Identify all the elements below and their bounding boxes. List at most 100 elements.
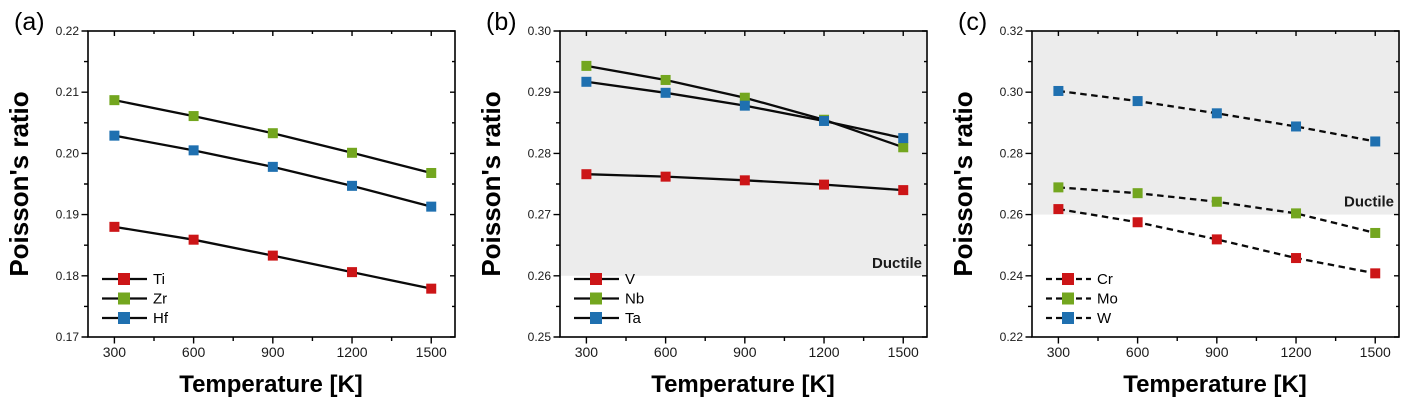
data-point-Zr-1200 — [347, 147, 358, 158]
y-axis-title: Poisson's ratio — [476, 91, 506, 276]
data-point-W-1200 — [1291, 121, 1302, 132]
series-line-Cr — [1058, 207, 1376, 275]
ductile-region — [561, 31, 926, 276]
series-markers-Ta — [581, 76, 909, 144]
data-point-W-300 — [1053, 85, 1064, 96]
x-tick-label: 1500 — [1360, 344, 1391, 360]
x-axis-title: Temperature [K] — [651, 371, 835, 398]
y-tick-label: 0.28 — [1000, 146, 1024, 160]
plot-area: 300 600 900 1200 1500 0.22 0.24 0.26 0.28 0.30 0.3… — [1000, 24, 1400, 360]
data-point-Ti-900 — [267, 250, 278, 261]
x-tick-label: 1500 — [416, 344, 447, 360]
data-point-W-900 — [1211, 108, 1222, 119]
ductile-label: Ductile — [1344, 194, 1394, 211]
x-tick-label: 300 — [1047, 344, 1071, 360]
data-point-V-300 — [581, 169, 592, 180]
data-point-Cr-1200 — [1291, 253, 1302, 264]
series-markers-Ti — [109, 221, 437, 294]
x-tick-label: 900 — [733, 344, 757, 360]
data-point-V-600 — [660, 171, 671, 182]
legend-marker-W — [1062, 312, 1074, 324]
y-tick-label: 0.30 — [1000, 85, 1024, 99]
y-tick-label: 0.20 — [56, 146, 80, 160]
legend-label-Mo: Mo — [1097, 291, 1118, 308]
plot-border — [87, 30, 456, 338]
legend-marker-Cr — [1062, 273, 1074, 285]
data-point-Hf-1200 — [347, 180, 358, 191]
x-tick-label: 300 — [575, 344, 599, 360]
x-tick-label: 1500 — [888, 344, 919, 360]
legend-label-Nb: Nb — [625, 291, 644, 308]
legend-label-Ti: Ti — [153, 271, 165, 288]
data-point-Hf-1500 — [426, 201, 437, 212]
data-point-Zr-300 — [109, 95, 120, 106]
legend-label-V: V — [625, 271, 635, 288]
y-tick-label: 0.26 — [528, 269, 552, 283]
data-point-Ti-1500 — [426, 283, 437, 294]
legend: V Nb Ta — [574, 271, 644, 327]
legend-label-Hf: Hf — [153, 310, 169, 327]
x-tick-label: 1200 — [1280, 344, 1311, 360]
legend-marker-Ta — [590, 312, 602, 324]
data-point-Mo-300 — [1053, 182, 1064, 193]
x-tick-label: 900 — [261, 344, 285, 360]
plot-area: 300 600 900 1200 1500 0.25 0.26 0.27 0.28 0.29 0.3… — [528, 24, 928, 360]
panel-label: (c) — [958, 8, 987, 36]
legend-label-Ta: Ta — [625, 310, 642, 327]
x-axis-title: Temperature [K] — [1123, 371, 1307, 398]
data-point-Ti-300 — [109, 221, 120, 232]
series-markers-Zr — [109, 95, 437, 178]
data-point-Hf-600 — [188, 145, 199, 156]
data-point-Zr-1500 — [426, 167, 437, 178]
x-tick-label: 600 — [182, 344, 206, 360]
data-point-Cr-900 — [1211, 234, 1222, 245]
data-point-Mo-1200 — [1291, 208, 1302, 219]
data-point-V-1200 — [819, 179, 830, 190]
y-tick-label: 0.19 — [56, 208, 80, 222]
y-tick-label: 0.32 — [1000, 24, 1024, 38]
legend-label-Zr: Zr — [153, 291, 167, 308]
data-point-Ti-1200 — [347, 267, 358, 278]
x-tick-label: 900 — [1205, 344, 1229, 360]
legend: Cr Mo W — [1046, 271, 1118, 327]
data-point-Ta-900 — [739, 100, 750, 111]
legend-marker-Zr — [118, 292, 130, 305]
series-markers-V — [581, 169, 909, 196]
ductile-region — [1033, 31, 1398, 215]
data-point-Mo-1500 — [1370, 227, 1381, 238]
y-tick-label: 0.17 — [56, 330, 80, 344]
legend-label-W: W — [1097, 310, 1112, 327]
data-point-Cr-1500 — [1370, 268, 1381, 279]
data-point-Ta-1200 — [819, 115, 830, 126]
ductile-label: Ductile — [872, 255, 922, 272]
data-point-Hf-300 — [109, 130, 120, 141]
data-point-Ti-600 — [188, 234, 199, 245]
legend-marker-Nb — [590, 292, 602, 305]
data-point-V-1500 — [898, 185, 909, 196]
data-point-Mo-600 — [1132, 188, 1143, 199]
y-axis-title: Poisson's ratio — [4, 91, 34, 276]
panel-c: (c) Poisson's ratio Temperature [K] 300 6… — [944, 0, 1416, 405]
y-axis-title: Poisson's ratio — [948, 91, 978, 276]
data-point-Nb-600 — [660, 74, 671, 85]
x-tick-label: 600 — [1126, 344, 1150, 360]
data-point-Zr-600 — [188, 111, 199, 122]
legend-marker-Ti — [118, 273, 130, 285]
legend-marker-Mo — [1062, 292, 1074, 305]
data-point-Nb-1500 — [898, 142, 909, 153]
panel-b: (b) Poisson's ratio Temperature [K] 300 6… — [472, 0, 944, 405]
y-tick-label: 0.26 — [1000, 208, 1024, 222]
data-point-Mo-900 — [1211, 196, 1222, 207]
y-tick-label: 0.29 — [528, 85, 552, 99]
data-point-Ta-600 — [660, 87, 671, 98]
axis-ticks — [81, 30, 455, 344]
x-tick-label: 1200 — [808, 344, 839, 360]
legend-marker-Hf — [118, 312, 130, 324]
y-tick-label: 0.25 — [528, 330, 552, 344]
legend-label-Cr: Cr — [1097, 271, 1113, 288]
x-axis-title: Temperature [K] — [179, 371, 363, 398]
data-point-Ta-1500 — [898, 133, 909, 144]
panel-label: (b) — [486, 8, 517, 36]
x-tick-label: 300 — [103, 344, 127, 360]
